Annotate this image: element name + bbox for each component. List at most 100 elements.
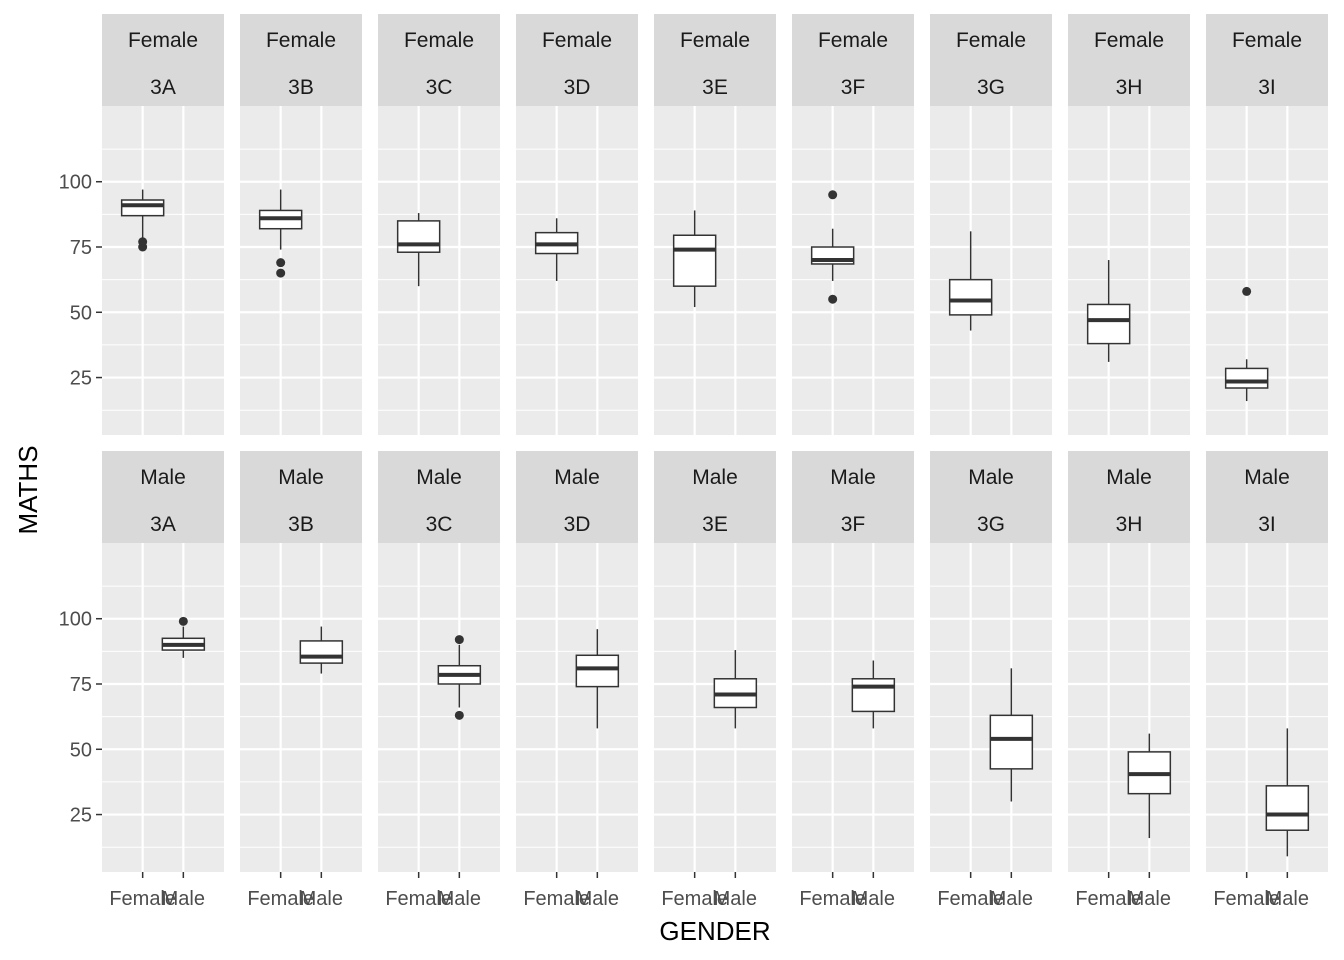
y-tick-label: 100 (59, 172, 92, 194)
outlier-point (828, 294, 838, 304)
strip-label-gender: Male (1244, 466, 1290, 489)
y-tick-label: 50 (70, 739, 92, 761)
boxplot (437, 635, 482, 720)
strip-label-class: 3C (426, 76, 453, 99)
panel-background (930, 543, 1052, 872)
box-iqr (989, 714, 1034, 770)
boxplot (534, 218, 579, 281)
boxplot (672, 210, 717, 308)
y-axes: 25 50 75 100 25 50 75 100 (59, 172, 102, 827)
strip-label-class: 3A (150, 76, 176, 99)
y-tick-label: 100 (59, 609, 92, 631)
strip-label-gender: Female (404, 29, 474, 52)
strip-label-gender: Male (140, 466, 186, 489)
facet-panel-male-3e: Male 3E (654, 451, 776, 872)
box-iqr (1224, 367, 1269, 389)
facet-strip (1068, 14, 1190, 106)
strip-label-gender: Male (830, 466, 876, 489)
boxplot (1127, 733, 1172, 839)
outlier-point (138, 237, 148, 247)
y-tick-label: 75 (70, 674, 92, 696)
x-tick-label: Male (1128, 888, 1171, 910)
facet-strip (516, 14, 638, 106)
x-tick-label: Female (523, 888, 590, 910)
panel-background (1068, 543, 1190, 872)
facet-strip (102, 14, 224, 106)
outlier-point (276, 268, 286, 278)
facet-strip (240, 14, 362, 106)
strip-label-class: 3I (1258, 76, 1276, 99)
facet-panel-female-3i: Female 3I (1206, 14, 1328, 435)
strip-label-gender: Male (278, 466, 324, 489)
panel-background (1068, 106, 1190, 435)
strip-label-class: 3E (702, 513, 728, 536)
strip-label-gender: Female (956, 29, 1026, 52)
boxplot (575, 629, 620, 729)
panel-background (378, 106, 500, 435)
facet-panel-female-3e: Female 3E (654, 14, 776, 435)
strip-label-gender: Female (542, 29, 612, 52)
facet-strip (930, 14, 1052, 106)
panel-background (378, 543, 500, 872)
strip-label-class: 3C (426, 513, 453, 536)
panel-background (102, 543, 224, 872)
facet-panel-male-3f: Male 3F (792, 451, 914, 872)
facet-panel-female-3f: Female 3F (792, 14, 914, 435)
panel-background (516, 106, 638, 435)
y-tick-label: 75 (70, 237, 92, 259)
y-axis-male: 25 50 75 100 (59, 609, 102, 827)
strip-label-class: 3I (1258, 513, 1276, 536)
y-tick-label: 25 (70, 368, 92, 390)
facet-panel-male-3b: Male 3B (240, 451, 362, 872)
y-axis-female: 25 50 75 100 (59, 172, 102, 390)
facet-strip (1068, 451, 1190, 543)
boxplot (810, 190, 855, 304)
boxplot (713, 650, 758, 729)
facet-panel-female-3d: Female 3D (516, 14, 638, 435)
boxplot (989, 668, 1034, 802)
outlier-point (1242, 286, 1252, 296)
x-tick-label: Male (162, 888, 205, 910)
strip-label-gender: Female (1094, 29, 1164, 52)
box-iqr (851, 678, 896, 713)
x-tick-label: Male (438, 888, 481, 910)
strip-label-class: 3B (288, 76, 314, 99)
facet-panel-female-3h: Female 3H (1068, 14, 1190, 435)
x-tick-label: Female (799, 888, 866, 910)
facet-panel-male-3a: Male 3A (102, 451, 224, 872)
boxplot (396, 213, 441, 287)
x-tick-label: Male (852, 888, 895, 910)
box-iqr (120, 199, 165, 217)
x-tick-label: Female (1213, 888, 1280, 910)
strip-label-class: 3D (564, 513, 591, 536)
x-tick-label: Male (576, 888, 619, 910)
x-tick-label: Female (1075, 888, 1142, 910)
strip-label-gender: Male (1106, 466, 1152, 489)
boxplot (1086, 260, 1131, 362)
strip-label-gender: Male (554, 466, 600, 489)
strip-label-gender: Female (818, 29, 888, 52)
boxplot (948, 231, 993, 331)
outlier-point (276, 258, 286, 268)
facet-panel-male-3c: Male 3C (378, 451, 500, 872)
box-iqr (396, 220, 441, 253)
facet-panel-female-3c: Female 3C (378, 14, 500, 435)
y-tick-label: 25 (70, 805, 92, 827)
boxplot (161, 616, 206, 658)
box-iqr (672, 234, 717, 287)
strip-label-gender: Male (416, 466, 462, 489)
strip-label-class: 3G (977, 76, 1005, 99)
box-iqr (299, 640, 344, 664)
boxplot (299, 626, 344, 674)
facet-strip (792, 14, 914, 106)
facet-panel-female-3a: Female 3A (102, 14, 224, 435)
x-tick-label: Female (661, 888, 728, 910)
panel-background (240, 543, 362, 872)
x-tick-label: Male (1266, 888, 1309, 910)
panel-background (792, 106, 914, 435)
x-tick-label: Female (385, 888, 452, 910)
facet-strip (930, 451, 1052, 543)
y-tick-label: 50 (70, 302, 92, 324)
boxplot (120, 189, 165, 252)
